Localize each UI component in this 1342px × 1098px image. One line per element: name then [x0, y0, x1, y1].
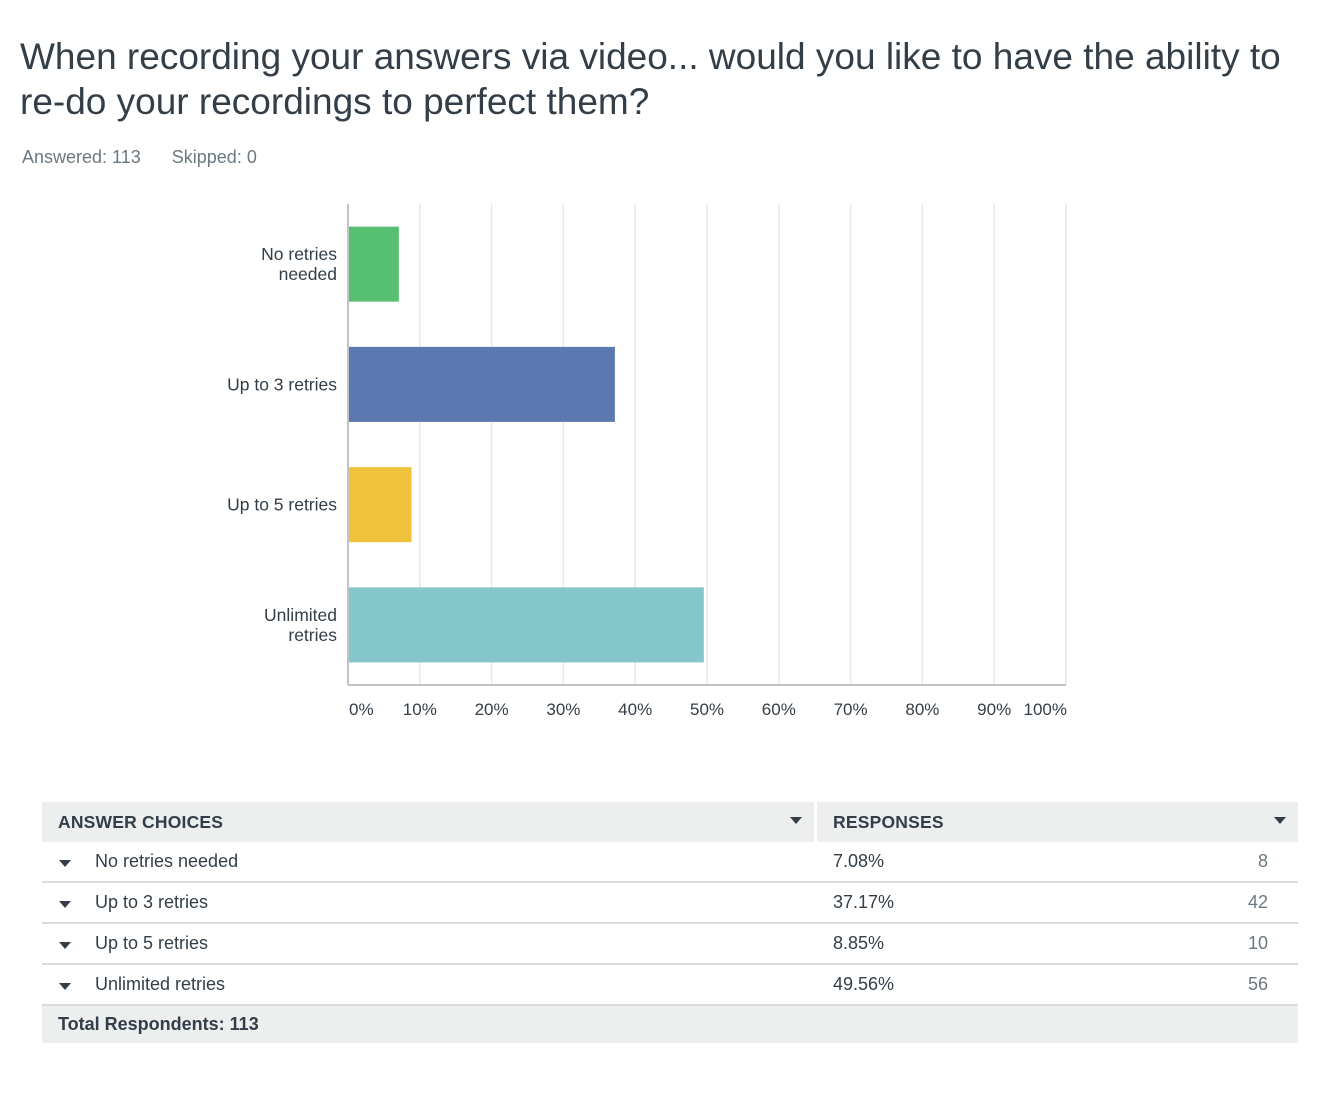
row-gap — [815, 842, 817, 883]
bar — [349, 587, 704, 663]
answer-choices-header[interactable]: ANSWER CHOICES — [42, 802, 816, 842]
expand-caret-icon[interactable] — [59, 942, 71, 949]
answer-choice-cell[interactable]: No retries needed — [42, 842, 816, 883]
bar — [349, 467, 412, 543]
question-title: When recording your answers via video...… — [20, 36, 1281, 122]
category-label: Up to 3 retries — [227, 374, 337, 394]
x-tick-label: 100% — [1024, 700, 1067, 719]
answer-choice-cell[interactable]: Up to 3 retries — [42, 882, 816, 924]
header-gap — [814, 802, 818, 842]
category-label: Unlimited — [264, 605, 337, 625]
x-tick-label: 80% — [905, 700, 939, 719]
response-percent: 8.85% — [817, 923, 1099, 965]
answer-choice-label: Unlimited retries — [95, 974, 226, 994]
sort-down-icon[interactable] — [790, 817, 802, 824]
answer-choice-cell[interactable]: Unlimited retries — [42, 964, 816, 1006]
response-count: 56 — [1098, 964, 1298, 1006]
x-tick-label: 30% — [546, 700, 580, 719]
x-tick-label: 10% — [403, 700, 437, 719]
category-label: retries — [288, 625, 337, 645]
expand-caret-icon[interactable] — [59, 901, 71, 908]
answer-choices-header-label: ANSWER CHOICES — [58, 811, 224, 832]
response-count: 8 — [1098, 842, 1298, 883]
table-row: Up to 3 retries 37.17% 42 — [42, 882, 1298, 924]
bar — [349, 226, 399, 302]
table-row: No retries needed 7.08% 8 — [42, 842, 1298, 883]
x-tick-label: 0% — [349, 700, 374, 719]
x-tick-label: 50% — [690, 700, 724, 719]
expand-caret-icon[interactable] — [59, 983, 71, 990]
response-count: 42 — [1098, 882, 1298, 924]
x-tick-label: 90% — [977, 700, 1011, 719]
x-tick-label: 70% — [834, 700, 868, 719]
answered-count: Answered: 113 — [22, 147, 141, 167]
responses-header[interactable]: RESPONSES — [817, 802, 1298, 842]
responses-table: ANSWER CHOICES RESPONSES No retries need… — [42, 802, 1298, 1043]
response-count: 10 — [1098, 923, 1298, 965]
answer-choice-label: Up to 5 retries — [95, 933, 209, 953]
response-percent: 7.08% — [817, 842, 1099, 883]
table-row: Unlimited retries 49.56% 56 — [42, 964, 1298, 1006]
category-label: needed — [279, 264, 337, 284]
response-percent: 49.56% — [817, 964, 1099, 1006]
category-label: No retries — [261, 244, 337, 264]
responses-table-body: No retries needed 7.08% 8 Up to 3 retries 37… — [42, 842, 1298, 1043]
sort-down-icon[interactable] — [1274, 817, 1286, 824]
answer-choice-label: Up to 3 retries — [95, 892, 209, 912]
x-tick-label: 60% — [762, 700, 796, 719]
answer-choice-label: No retries needed — [95, 851, 239, 871]
total-respondents: Total Respondents: 113 — [42, 1005, 1298, 1043]
row-gap — [815, 882, 817, 924]
x-tick-label: 40% — [618, 700, 652, 719]
skipped-count: Skipped: 0 — [171, 147, 257, 167]
row-gap — [815, 923, 817, 965]
response-percent: 37.17% — [817, 882, 1099, 924]
bar — [349, 346, 615, 422]
answer-choice-cell[interactable]: Up to 5 retries — [42, 923, 816, 965]
response-meta: Answered: 113 Skipped: 0 — [22, 147, 283, 168]
total-row: Total Respondents: 113 — [42, 1005, 1298, 1043]
responses-header-label: RESPONSES — [833, 811, 944, 832]
row-gap — [815, 964, 817, 1006]
category-label: Up to 5 retries — [227, 495, 337, 515]
table-row: Up to 5 retries 8.85% 10 — [42, 923, 1298, 965]
x-tick-label: 20% — [475, 700, 509, 719]
expand-caret-icon[interactable] — [59, 860, 71, 867]
bar-chart: 0% 10% 20% 30% 40% 50% 60% 70% 80% 90% 100% No retr… — [227, 204, 1067, 719]
